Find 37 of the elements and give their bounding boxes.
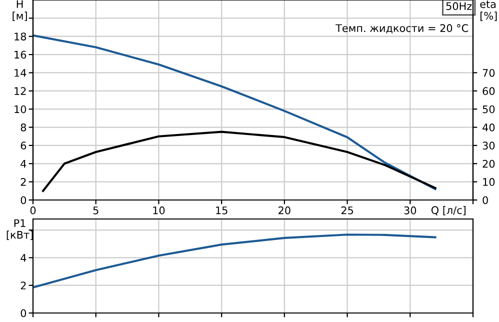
x-tick-label: 20 — [278, 206, 290, 214]
y2-tick-label: 60 — [482, 87, 495, 96]
y-tick-label: 18 — [14, 32, 26, 40]
y-tick-label: 14 — [14, 69, 26, 77]
y-tick-label: 2 — [20, 178, 26, 186]
y2-tick-label: 40 — [482, 124, 495, 132]
y2-tick-label: 20 — [482, 160, 495, 168]
y-tick-label: 4 — [20, 254, 26, 262]
y-tick-label: 16 — [14, 50, 26, 59]
y-tick-label: 6 — [20, 142, 26, 150]
x-tick-label: 30 — [404, 206, 416, 214]
y2-tick-label: 70 — [482, 68, 495, 77]
y-tick-label: 0 — [20, 196, 26, 204]
y-tick-label: 12 — [14, 87, 26, 95]
line-series — [42, 130, 436, 192]
x-tick-label: 10 — [153, 206, 165, 214]
y-axis-title: P1 [кВт] — [6, 219, 33, 240]
y-tick-label: 4 — [20, 160, 26, 168]
y-tick-label: 0 — [20, 309, 26, 318]
x-tick-label: 15 — [216, 206, 228, 214]
y-tick-label: 10 — [14, 105, 26, 114]
annotation: Темп. жидкости = 20 °C — [336, 24, 468, 34]
y2-tick-label: 10 — [483, 178, 495, 186]
y-axis-title: H [м] — [12, 0, 27, 21]
line-series — [33, 34, 436, 190]
y2-axis-title: eta [%] — [480, 0, 497, 21]
line-series — [33, 234, 436, 288]
y-tick-label: 8 — [20, 124, 26, 132]
y2-tick-label: 50 — [482, 105, 495, 114]
x-tick-label: 0 — [30, 206, 36, 214]
x-tick-label: 5 — [93, 206, 98, 214]
annotation: 50Hz — [446, 2, 472, 10]
x-tick-label: 25 — [341, 206, 354, 214]
y-tick-label: 2 — [20, 282, 26, 290]
y2-tick-label: 0 — [482, 196, 488, 204]
y2-tick-label: 30 — [482, 142, 495, 150]
x-axis-title: Q [л/с] — [431, 206, 466, 216]
